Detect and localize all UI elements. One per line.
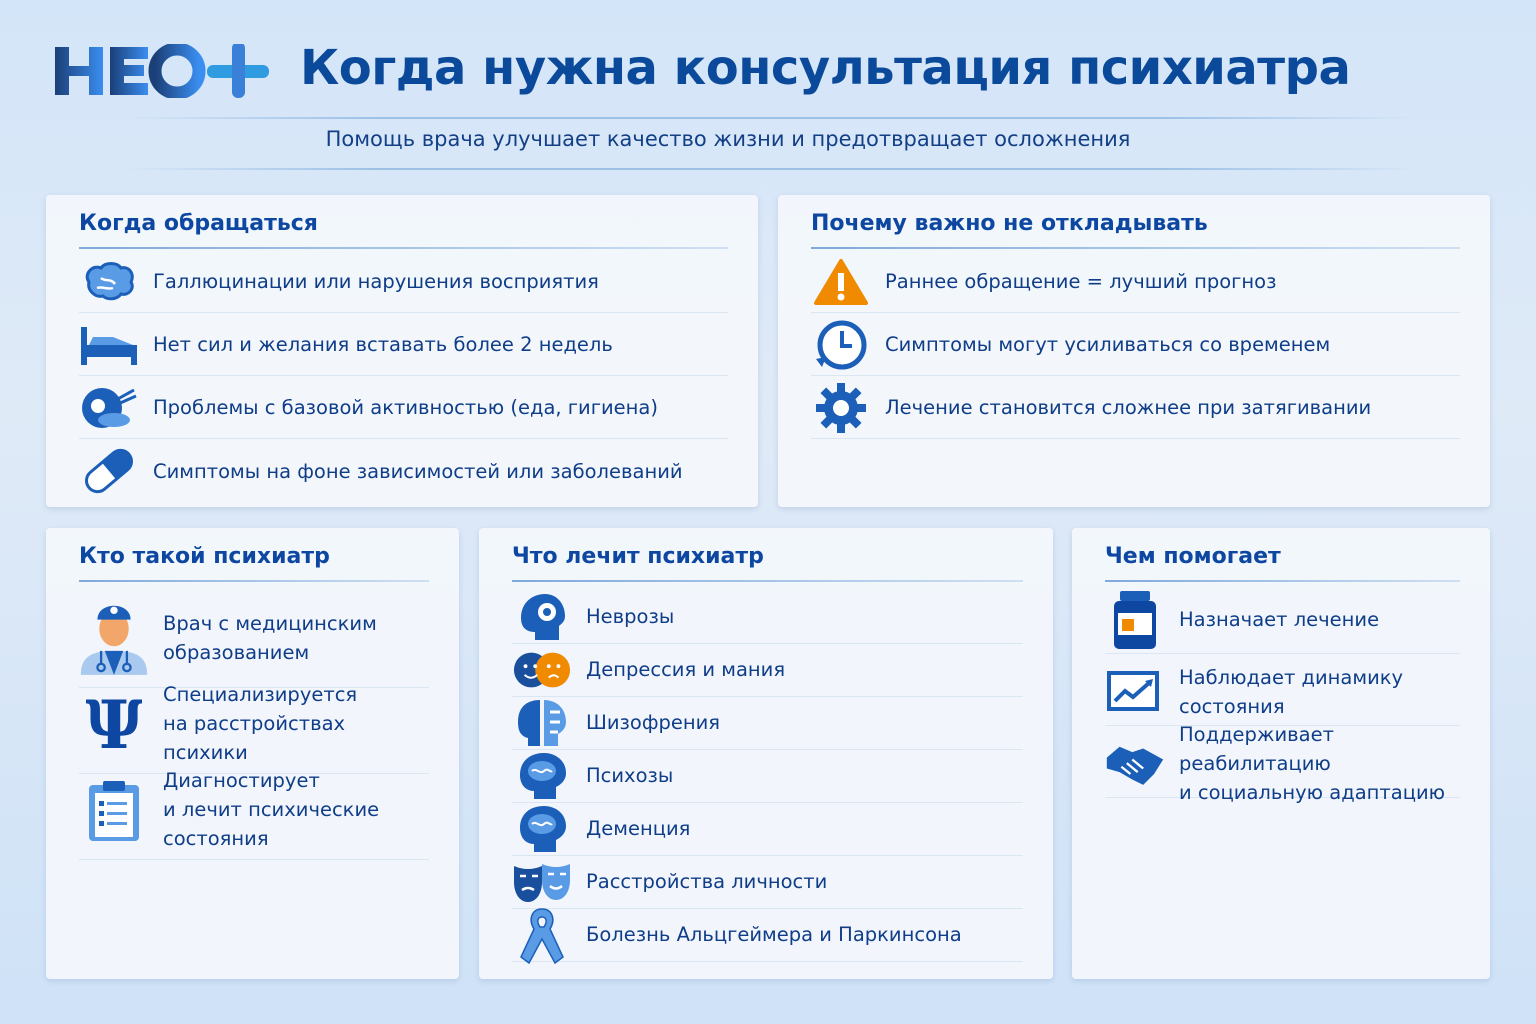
svg-text:Ψ: Ψ [86, 694, 142, 754]
item-text: Неврозы [586, 605, 675, 628]
neo-plus-logo [55, 44, 269, 98]
medicine-bottle-icon [1105, 590, 1165, 649]
section-title: Чем помогает [1105, 544, 1281, 569]
list-item: Наблюдает динамику состояния [1105, 658, 1460, 726]
list-item: Проблемы с базовой активностью (еда, гиг… [79, 377, 728, 439]
head-gear-icon [512, 589, 572, 645]
item-text: Симптомы на фоне зависимостей или заболе… [153, 459, 683, 483]
list-item: Болезнь Альцгеймера и Паркинсона [512, 907, 1023, 964]
item-text: Нет сил и желания вставать более 2 недел… [153, 333, 613, 356]
list-item: Нет сил и желания вставать более 2 недел… [79, 314, 728, 376]
mood-faces-icon [512, 642, 572, 698]
item-text: Наблюдает динамику состояния [1179, 665, 1404, 718]
item-text: Проблемы с базовой активностью (еда, гиг… [153, 396, 658, 419]
masks-icon [512, 854, 572, 910]
list-item: Шизофрения [512, 696, 1023, 750]
item-text: Деменция [586, 817, 691, 840]
list-item: Неврозы [512, 590, 1023, 644]
list-item: Лечение становится сложнее при затягиван… [811, 377, 1460, 439]
warning-icon [811, 254, 871, 310]
list-item: Галлюцинации или нарушения восприятия [79, 251, 728, 313]
section-title: Кто такой психиатр [79, 544, 330, 569]
section-title: Что лечит психиатр [512, 544, 764, 569]
list-item: Симптомы на фоне зависимостей или заболе… [79, 440, 728, 502]
item-text: Поддерживает реабилитацию и социальную а… [1179, 723, 1446, 804]
list-item: Ψ Специализируется на расстройствах психи… [79, 674, 429, 774]
food-hygiene-icon [79, 380, 139, 436]
item-text: Симптомы могут усиливаться со временем [885, 333, 1331, 356]
page-title: Когда нужна консультация психиатра [300, 40, 1351, 96]
card-who: Кто такой психиатр Врач с медицинским об… [46, 528, 459, 979]
item-text: Депрессия и мания [586, 658, 786, 681]
list-item: Назначает лечение [1105, 586, 1460, 654]
section-title: Когда обращаться [79, 211, 318, 236]
brain-icon [79, 254, 139, 310]
chart-icon [1105, 664, 1165, 720]
list-item: Симптомы могут усиливаться со временем [811, 314, 1460, 376]
item-text: Диагностирует и лечит психические состоя… [163, 769, 380, 850]
list-item: Деменция [512, 802, 1023, 856]
clock-icon [811, 317, 871, 373]
list-item: Раннее обращение = лучший прогноз [811, 251, 1460, 313]
bed-icon [79, 317, 139, 373]
gear-icon [811, 380, 871, 436]
item-text: Специализируется на расстройствах психик… [163, 683, 358, 764]
page-subtitle: Помощь врача улучшает качество жизни и п… [325, 127, 1131, 151]
list-item: Расстройства личности [512, 855, 1023, 909]
divider [120, 117, 1420, 119]
section-title: Почему важно не откладывать [811, 211, 1208, 236]
divider [120, 168, 1420, 170]
item-text: Шизофрения [586, 711, 721, 734]
card-when: Когда обращаться Галлюцинации или наруше… [46, 195, 758, 507]
head-brain-icon [512, 801, 572, 857]
pill-icon [79, 443, 139, 499]
list-item: Поддерживает реабилитацию и социальную а… [1105, 723, 1460, 804]
handshake-icon [1105, 736, 1165, 792]
clipboard-icon [79, 768, 149, 852]
item-text: Лечение становится сложнее при затягиван… [885, 396, 1372, 419]
item-text: Болезнь Альцгеймера и Паркинсона [586, 923, 962, 946]
list-item: Депрессия и мания [512, 643, 1023, 697]
item-text: Психозы [586, 764, 674, 787]
item-text: Раннее обращение = лучший прогноз [885, 270, 1277, 293]
item-text: Врач с медицинским образованием [163, 611, 377, 664]
list-item: Диагностирует и лечит психические состоя… [79, 760, 429, 860]
list-item: Врач с медицинским образованием [79, 588, 429, 688]
item-text: Галлюцинации или нарушения восприятия [153, 270, 599, 293]
list-item: Психозы [512, 749, 1023, 803]
item-text: Расстройства личности [586, 870, 828, 893]
psi-icon: Ψ [79, 682, 149, 766]
split-head-icon [512, 695, 572, 751]
card-treats: Что лечит психиатр Неврозы Депрессия и ма… [479, 528, 1053, 979]
card-helps: Чем помогает Назначает лечение Наблюдает … [1072, 528, 1490, 979]
card-why: Почему важно не откладывать Раннее обращ… [778, 195, 1490, 507]
head-brain-icon [512, 748, 572, 804]
item-text: Назначает лечение [1179, 608, 1380, 631]
doctor-icon [79, 596, 149, 680]
ribbon-icon [512, 907, 572, 964]
